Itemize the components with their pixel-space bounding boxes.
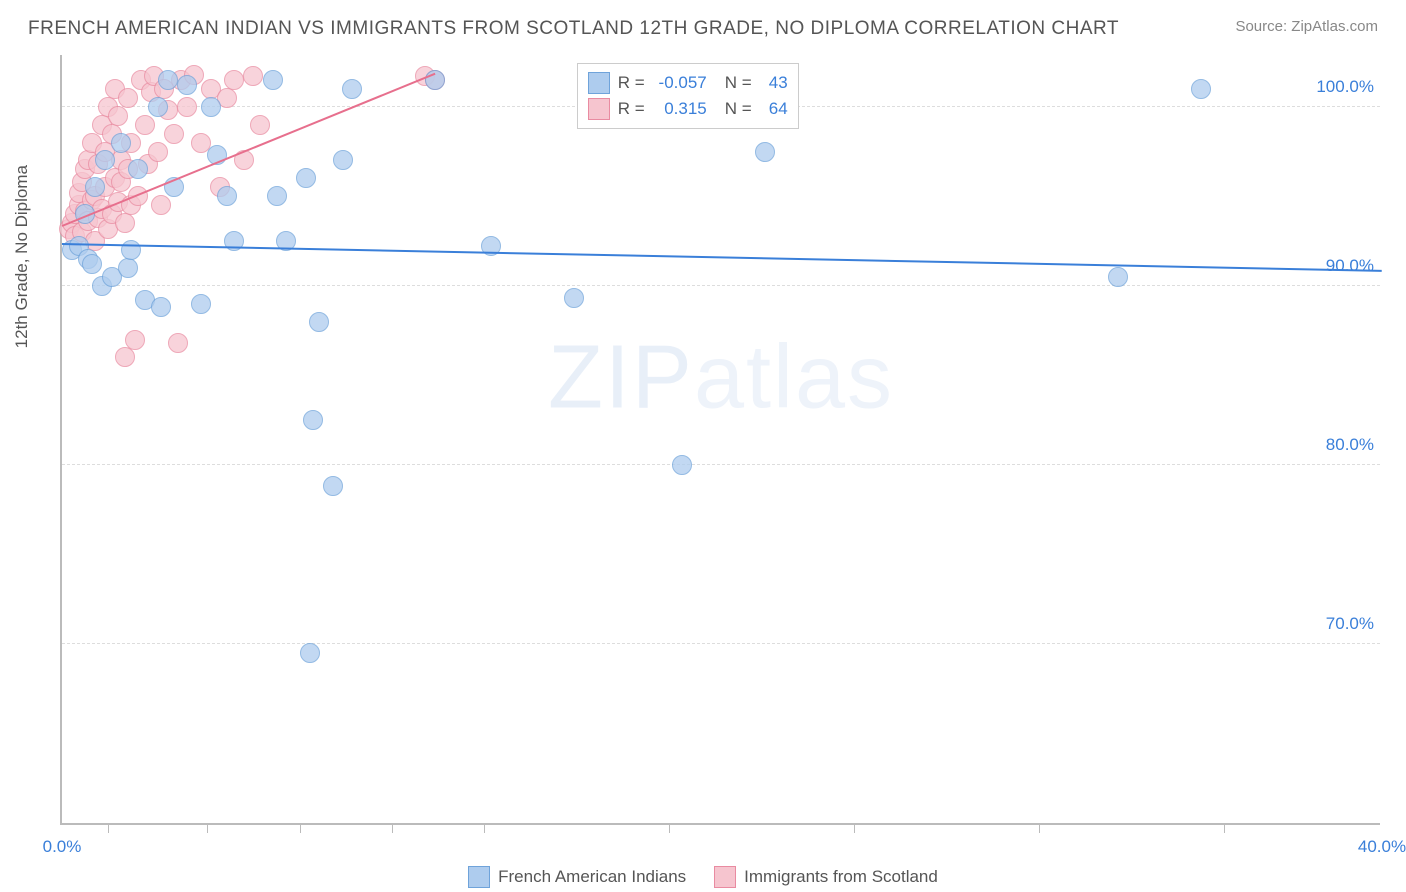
stat-r-value: 0.315 bbox=[653, 99, 707, 119]
data-point-a bbox=[1191, 79, 1211, 99]
data-point-a bbox=[564, 288, 584, 308]
gridline bbox=[62, 464, 1380, 465]
stats-row: R = 0.315 N = 64 bbox=[588, 96, 788, 122]
data-point-b bbox=[118, 88, 138, 108]
watermark: ZIPatlas bbox=[548, 326, 894, 429]
x-tick-label: 40.0% bbox=[1358, 837, 1406, 857]
data-point-a bbox=[267, 186, 287, 206]
data-point-a bbox=[333, 150, 353, 170]
x-tick-label: 0.0% bbox=[43, 837, 82, 857]
data-point-b bbox=[115, 213, 135, 233]
source-label: Source: ZipAtlas.com bbox=[1235, 18, 1378, 35]
data-point-a bbox=[217, 186, 237, 206]
data-point-a bbox=[201, 97, 221, 117]
data-point-b bbox=[177, 97, 197, 117]
data-point-a bbox=[158, 70, 178, 90]
x-tick bbox=[669, 823, 670, 833]
legend-label: Immigrants from Scotland bbox=[744, 867, 938, 887]
stat-n-label: N = bbox=[725, 99, 752, 119]
y-tick-label: 70.0% bbox=[1326, 614, 1374, 634]
stat-r-label: R = bbox=[618, 99, 645, 119]
plot-area: ZIPatlas 70.0%80.0%90.0%100.0%0.0%40.0%R… bbox=[60, 55, 1380, 825]
y-tick-label: 90.0% bbox=[1326, 256, 1374, 276]
data-point-a bbox=[191, 294, 211, 314]
stat-n-value: 64 bbox=[760, 99, 788, 119]
watermark-thin: atlas bbox=[694, 327, 894, 427]
data-point-a bbox=[342, 79, 362, 99]
data-point-a bbox=[300, 643, 320, 663]
data-point-b bbox=[250, 115, 270, 135]
data-point-a bbox=[323, 476, 343, 496]
data-point-a bbox=[296, 168, 316, 188]
stat-n-value: 43 bbox=[760, 73, 788, 93]
legend-item: French American Indians bbox=[468, 866, 686, 888]
data-point-b bbox=[243, 66, 263, 86]
data-point-a bbox=[1108, 267, 1128, 287]
watermark-bold: ZIP bbox=[548, 327, 694, 427]
data-point-a bbox=[672, 455, 692, 475]
data-point-b bbox=[125, 330, 145, 350]
legend-swatch bbox=[468, 866, 490, 888]
data-point-a bbox=[121, 240, 141, 260]
data-point-b bbox=[148, 142, 168, 162]
chart-title: FRENCH AMERICAN INDIAN VS IMMIGRANTS FRO… bbox=[28, 18, 1119, 40]
data-point-a bbox=[177, 75, 197, 95]
data-point-a bbox=[82, 254, 102, 274]
data-point-b bbox=[135, 115, 155, 135]
data-point-a bbox=[95, 150, 115, 170]
data-point-a bbox=[309, 312, 329, 332]
bottom-legend: French American Indians Immigrants from S… bbox=[0, 866, 1406, 888]
x-tick bbox=[300, 823, 301, 833]
data-point-a bbox=[148, 97, 168, 117]
data-point-a bbox=[151, 297, 171, 317]
stat-n-label: N = bbox=[725, 73, 752, 93]
y-tick-label: 100.0% bbox=[1316, 77, 1374, 97]
stats-row: R = -0.057 N = 43 bbox=[588, 70, 788, 96]
data-point-a bbox=[111, 133, 131, 153]
data-point-a bbox=[303, 410, 323, 430]
data-point-b bbox=[115, 347, 135, 367]
x-tick bbox=[1224, 823, 1225, 833]
y-axis-title: 12th Grade, No Diploma bbox=[12, 165, 32, 348]
x-tick bbox=[484, 823, 485, 833]
y-tick-label: 80.0% bbox=[1326, 435, 1374, 455]
data-point-b bbox=[168, 333, 188, 353]
data-point-b bbox=[151, 195, 171, 215]
stats-box: R = -0.057 N = 43 R = 0.315 N = 64 bbox=[577, 63, 799, 129]
legend-swatch bbox=[714, 866, 736, 888]
x-tick bbox=[392, 823, 393, 833]
gridline bbox=[62, 285, 1380, 286]
stat-r-value: -0.057 bbox=[653, 73, 707, 93]
data-point-a bbox=[128, 159, 148, 179]
x-tick bbox=[207, 823, 208, 833]
trendline-a bbox=[62, 243, 1382, 272]
data-point-a bbox=[263, 70, 283, 90]
legend-swatch bbox=[588, 72, 610, 94]
legend-swatch bbox=[588, 98, 610, 120]
data-point-b bbox=[108, 106, 128, 126]
legend-label: French American Indians bbox=[498, 867, 686, 887]
x-tick bbox=[108, 823, 109, 833]
data-point-a bbox=[118, 258, 138, 278]
data-point-b bbox=[164, 124, 184, 144]
x-tick bbox=[1039, 823, 1040, 833]
gridline bbox=[62, 643, 1380, 644]
stat-r-label: R = bbox=[618, 73, 645, 93]
data-point-b bbox=[224, 70, 244, 90]
data-point-a bbox=[755, 142, 775, 162]
x-tick bbox=[854, 823, 855, 833]
legend-item: Immigrants from Scotland bbox=[714, 866, 938, 888]
data-point-a bbox=[85, 177, 105, 197]
